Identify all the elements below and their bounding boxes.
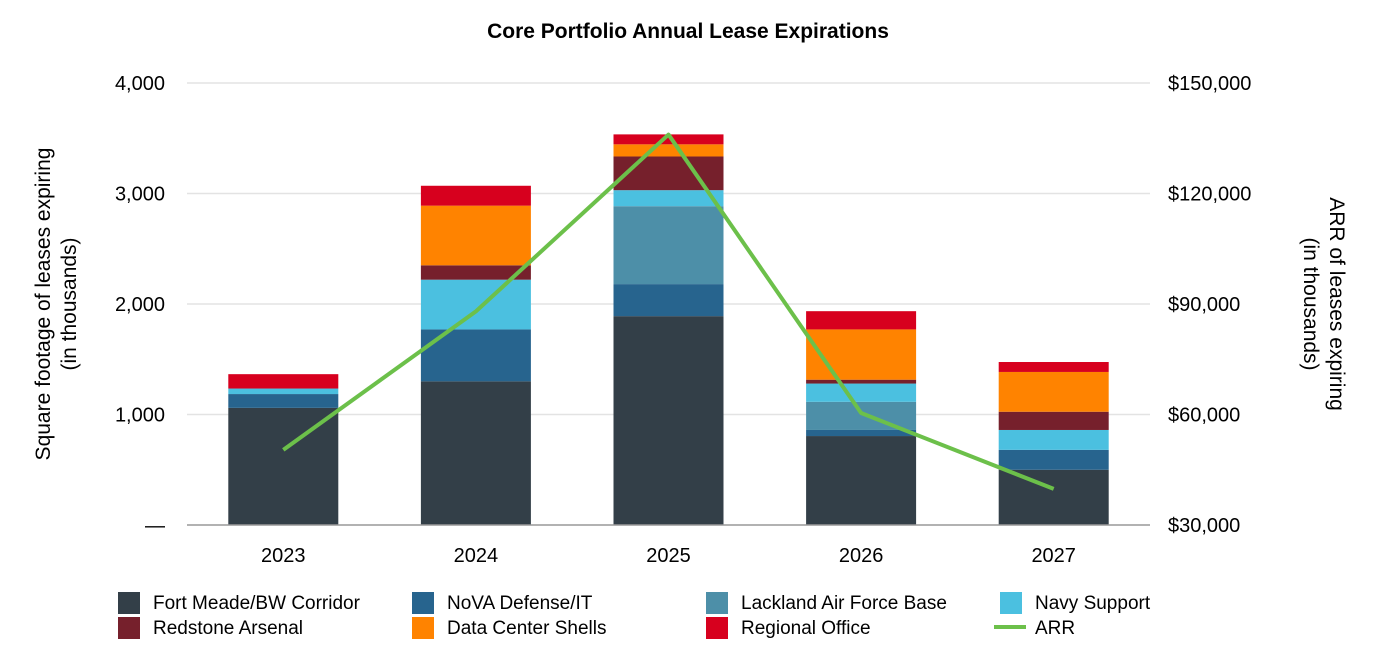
- bar-segment: [613, 316, 724, 525]
- x-tick-label: 2024: [454, 545, 499, 567]
- axes: — 1,000 2,000 3,000 4,000 $30,000 $60,000 $90,0…: [32, 73, 1348, 567]
- bar-segment: [228, 394, 339, 408]
- bar-segment: [613, 156, 724, 191]
- chart-title: Core Portfolio Annual Lease Expirations: [487, 20, 889, 43]
- legend-label: ARR: [1035, 618, 1075, 639]
- bar-segment: [228, 388, 339, 395]
- bar-segment: [806, 401, 917, 430]
- legend-swatch: [412, 617, 434, 639]
- legend-swatch: [706, 592, 728, 614]
- y2-tick-label: $120,000: [1168, 184, 1251, 206]
- legend-label: Redstone Arsenal: [153, 618, 303, 639]
- y2-tick-label: $150,000: [1168, 73, 1251, 95]
- x-tick-label: 2027: [1031, 545, 1076, 567]
- bar-segment: [420, 279, 531, 330]
- bar-segment: [613, 206, 724, 285]
- bar-segment: [806, 429, 917, 437]
- bar-segment: [613, 134, 724, 145]
- y-axis-label: Square footage of leases expiring (in tho…: [32, 148, 81, 461]
- bar-segment: [998, 371, 1109, 412]
- y-tick-label: —: [145, 515, 165, 537]
- legend-label: NoVA Defense/IT: [447, 593, 593, 614]
- legend-swatch: [118, 617, 140, 639]
- y2-axis-label-line: ARR of leases expiring: [1325, 197, 1348, 411]
- x-tick-label: 2026: [839, 545, 884, 567]
- y2-axis-label-line: (in thousands): [1299, 237, 1322, 370]
- bar-segment: [998, 429, 1109, 450]
- bar-segment: [613, 144, 724, 157]
- y2-tick-label: $60,000: [1168, 405, 1240, 427]
- bar-segment: [998, 469, 1109, 525]
- legend: Fort Meade/BW Corridor NoVA Defense/IT Lac…: [118, 592, 1151, 639]
- legend-swatch: [118, 592, 140, 614]
- bar-segment: [228, 407, 339, 525]
- bar-segment: [420, 205, 531, 266]
- y-tick-label: 4,000: [115, 73, 165, 95]
- legend-swatch: [1000, 592, 1022, 614]
- y2-tick-label: $30,000: [1168, 515, 1240, 537]
- bar-segment: [613, 284, 724, 317]
- y2-axis-label: ARR of leases expiring(in thousands): [1299, 197, 1348, 411]
- legend-label: Fort Meade/BW Corridor: [153, 593, 361, 614]
- arr-line: [282, 132, 1055, 491]
- x-tick-label: 2023: [261, 545, 306, 567]
- y-tick-label: 2,000: [115, 294, 165, 316]
- bar-segment: [806, 311, 917, 330]
- bar-segment: [806, 379, 917, 384]
- bar-segment: [998, 411, 1109, 430]
- x-tick-label: 2025: [646, 545, 691, 567]
- bar-segment: [228, 374, 339, 389]
- bar-segment: [613, 190, 724, 207]
- legend-swatch: [412, 592, 434, 614]
- y2-tick-label: $90,000: [1168, 294, 1240, 316]
- bar-segment: [420, 185, 531, 206]
- arr-line-path: [282, 132, 1055, 491]
- y-axis-label-line: (in thousands): [58, 237, 81, 370]
- y-tick-label: 3,000: [115, 184, 165, 206]
- bar-segment: [806, 436, 917, 525]
- bar-segment: [998, 449, 1109, 470]
- legend-label: Lackland Air Force Base: [741, 593, 947, 614]
- legend-label: Data Center Shells: [447, 618, 606, 639]
- bar-segment: [420, 381, 531, 525]
- legend-label: Navy Support: [1035, 593, 1151, 614]
- bar-segment: [806, 383, 917, 402]
- legend-label: Regional Office: [741, 618, 871, 639]
- bar-segment: [806, 329, 917, 380]
- y-axis-label-line: Square footage of leases expiring: [32, 148, 55, 461]
- legend-swatch: [706, 617, 728, 639]
- bar-segment: [998, 362, 1109, 372]
- bar-segment: [420, 265, 531, 280]
- y-tick-label: 1,000: [115, 405, 165, 427]
